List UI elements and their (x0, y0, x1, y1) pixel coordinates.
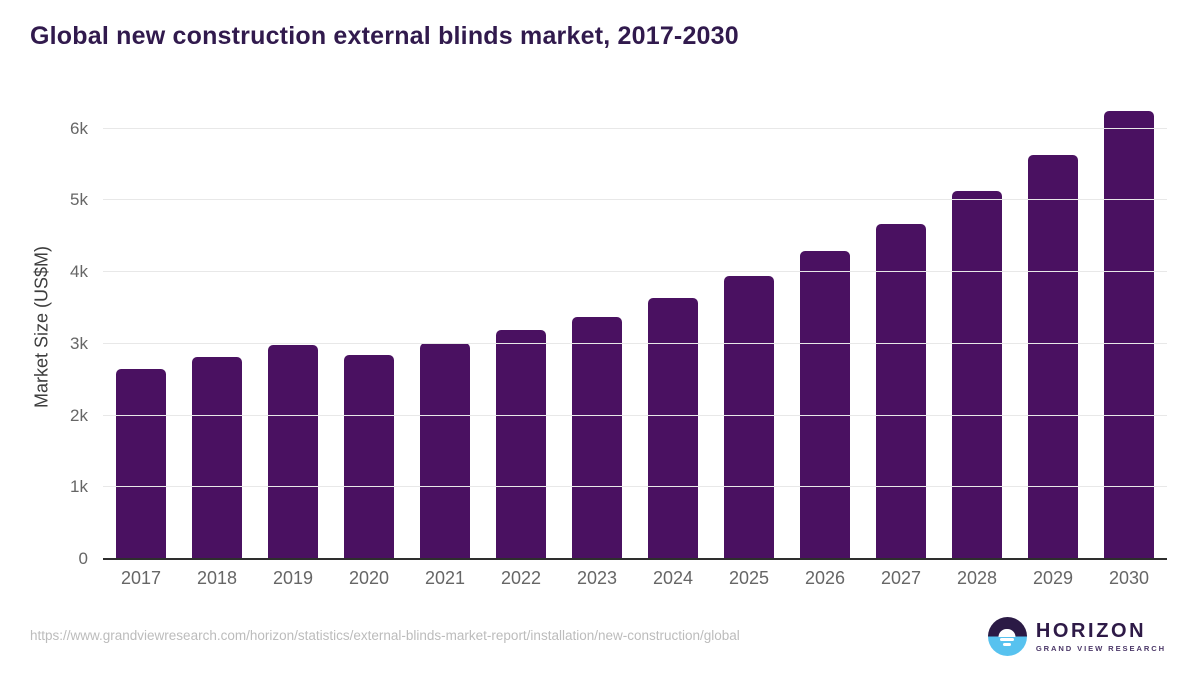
horizon-logo: HORIZON GRAND VIEW RESEARCH (987, 617, 1166, 656)
bar-2023 (572, 316, 622, 559)
x-tick-label-2027: 2027 (880, 568, 922, 588)
bar-2020 (344, 354, 394, 559)
bar-2028 (952, 191, 1002, 559)
bar-2021 (420, 343, 470, 559)
x-tick-label-2026: 2026 (804, 568, 846, 588)
bar-2019 (268, 344, 318, 559)
bar-2024 (648, 297, 698, 559)
x-tick-label-2018: 2018 (196, 568, 238, 588)
horizon-reflection-line (1000, 638, 1015, 641)
horizon-logo-name: HORIZON (1035, 619, 1147, 642)
gridline-2k (103, 414, 1167, 416)
bar-column-2029 (1015, 95, 1091, 559)
y-tick-label-4k: 4k (70, 262, 88, 282)
x-tick-label-2019: 2019 (272, 568, 314, 588)
plot-area: 0 1k 2k 3k 4k 5k 6k (70, 95, 1167, 568)
x-tick-label-2021: 2021 (424, 568, 466, 588)
bar-column-2022 (483, 95, 559, 559)
bar-2029 (1028, 154, 1078, 559)
bar-column-2018 (179, 95, 255, 559)
bar-column-2017 (103, 95, 179, 559)
x-tick-label-2024: 2024 (652, 568, 694, 588)
bar-column-2024 (635, 95, 711, 559)
y-tick-label-2k: 2k (70, 405, 88, 425)
gridline-5k (103, 199, 1167, 201)
x-tick-label-2025: 2025 (728, 568, 770, 588)
bar-column-2023 (559, 95, 635, 559)
bar-2026 (800, 251, 850, 559)
chart-title: Global new construction external blinds … (30, 22, 739, 50)
bar-2025 (724, 276, 774, 559)
horizon-logo-subtitle: GRAND VIEW RESEARCH (1035, 643, 1166, 653)
x-tick-label-2030: 2030 (1108, 568, 1150, 588)
horizon-logo-icon (987, 617, 1027, 656)
bar-column-2025 (711, 95, 787, 559)
sun-icon (998, 628, 1016, 637)
bar-column-2020 (331, 95, 407, 559)
x-tick-label-2028: 2028 (956, 568, 998, 588)
bar-2017 (116, 368, 166, 559)
bar-series (103, 95, 1167, 559)
gridline-1k (103, 486, 1167, 488)
horizon-reflection-line (1003, 643, 1012, 646)
bar-column-2021 (407, 95, 483, 559)
bar-column-2030 (1091, 95, 1167, 559)
x-tick-label-2020: 2020 (348, 568, 390, 588)
gridline-4k (103, 271, 1167, 273)
source-url: https://www.grandviewresearch.com/horizo… (30, 628, 740, 643)
bar-2027 (876, 224, 926, 559)
bar-column-2027 (863, 95, 939, 559)
gridline-6k (103, 127, 1167, 129)
y-tick-label-1k: 1k (70, 477, 88, 497)
x-tick-label-2022: 2022 (500, 568, 542, 588)
x-axis-labels: 2017 2018 2019 2020 2021 2022 2023 2024 2025 2026… (103, 568, 1167, 589)
x-tick-label-2023: 2023 (576, 568, 618, 588)
bar-column-2026 (787, 95, 863, 559)
y-tick-label-6k: 6k (70, 118, 88, 138)
x-tick-label-2017: 2017 (120, 568, 162, 588)
bar-column-2028 (939, 95, 1015, 559)
gridline-3k (103, 342, 1167, 344)
bar-2022 (496, 330, 546, 559)
bar-2030 (1104, 110, 1154, 559)
y-tick-label-0: 0 (78, 549, 88, 568)
y-tick-label-5k: 5k (70, 190, 88, 210)
x-tick-label-2029: 2029 (1032, 568, 1074, 588)
bar-2018 (192, 356, 242, 559)
horizon-logo-text: HORIZON GRAND VIEW RESEARCH (1036, 621, 1166, 653)
y-tick-label-3k: 3k (70, 333, 88, 353)
x-axis-line (103, 558, 1167, 560)
bar-column-2019 (255, 95, 331, 559)
y-axis-title: Market Size (US$M) (31, 245, 52, 409)
